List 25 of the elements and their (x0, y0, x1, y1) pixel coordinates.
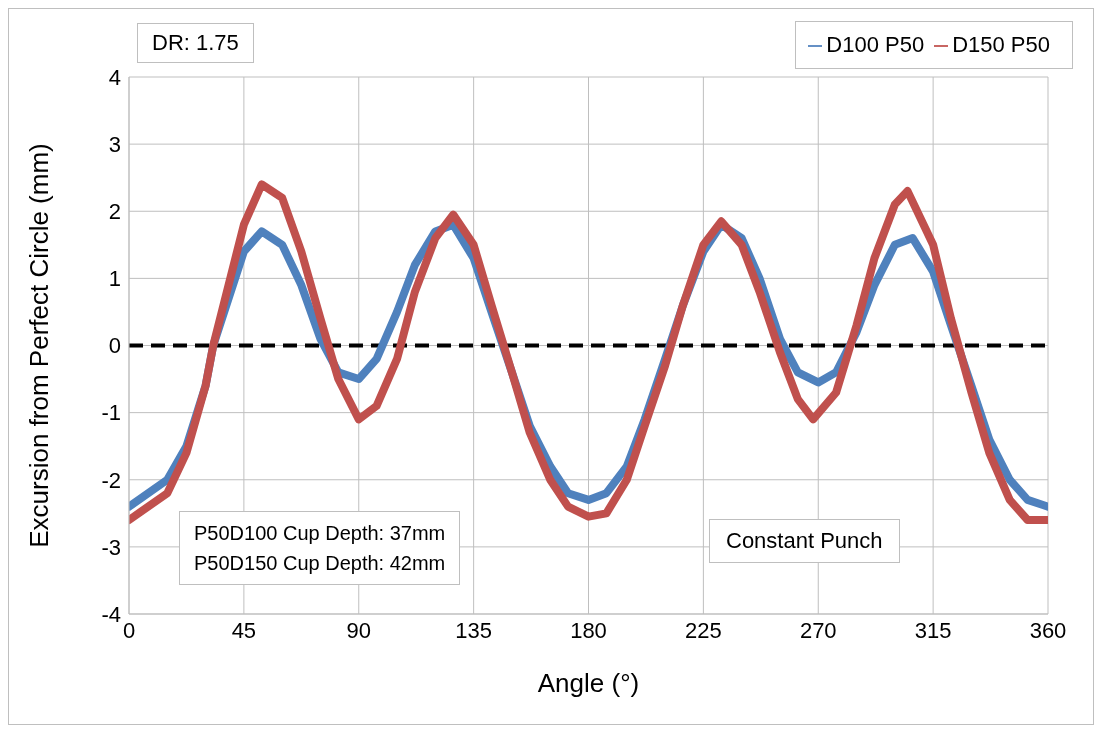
x-tick-label: 360 (1029, 617, 1067, 643)
annotation: P50D150 Cup Depth: 42mm (194, 551, 446, 576)
legend-label: D100 P50 (826, 32, 925, 57)
x-tick-label: 225 (685, 617, 722, 643)
y-tick-label: 1 (108, 266, 121, 292)
text: DR: 1.75 (137, 23, 254, 63)
y-tick-label: 0 (108, 333, 121, 359)
y-axis-title: Excursion from Perfect Circle (mm) (24, 143, 55, 548)
x-tick-label: 135 (455, 617, 492, 643)
x-tick-label: 90 (346, 617, 371, 643)
y-tick-label: 2 (108, 199, 121, 225)
y-tick-label: -4 (101, 601, 121, 627)
x-tick-label: 45 (231, 617, 257, 643)
x-tick-label: 270 (799, 617, 837, 643)
annotation: P50D100 Cup Depth: 37mm (194, 521, 446, 546)
x-tick-label: 180 (570, 617, 607, 643)
y-tick-label: -1 (101, 400, 121, 426)
annotation: Constant Punch (709, 519, 900, 563)
legend-label: D150 P50 (952, 32, 1050, 57)
y-tick-label: -2 (101, 467, 121, 493)
y-tick-label: 4 (108, 64, 121, 90)
y-tick-label: 3 (108, 131, 121, 157)
x-tick-label: 315 (914, 617, 952, 643)
x-axis-title: Angle (°) (537, 668, 640, 698)
y-tick-label: -3 (101, 534, 121, 560)
